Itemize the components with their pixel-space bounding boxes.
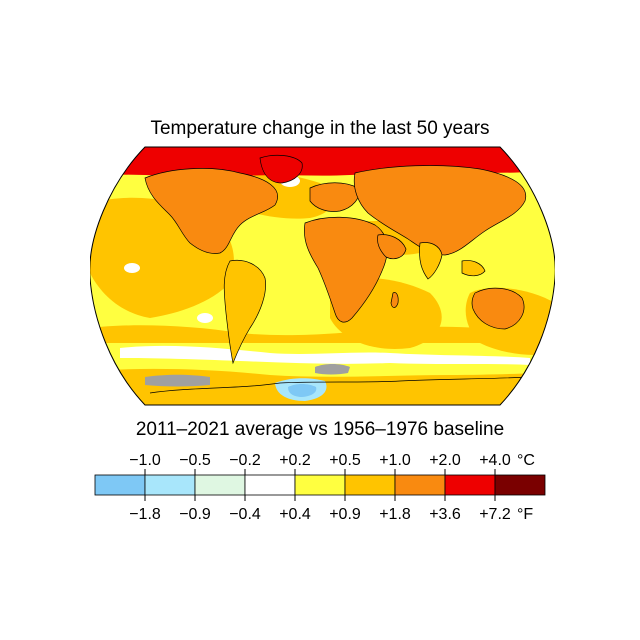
legend-fahrenheit-ticks: −1.8 −0.9 −0.4 +0.4 +0.9 +1.8 +3.6 +7.2 °F (129, 495, 533, 523)
neutral-patch-pacific (124, 263, 140, 273)
legend-fahrenheit-unit: °F (517, 506, 533, 523)
legend-fahrenheit-label: −0.4 (229, 506, 261, 523)
neutral-band (120, 345, 530, 365)
arabia-landmass (377, 234, 407, 260)
legend-bin (194, 474, 246, 496)
color-legend: −1.0 −0.5 −0.2 +0.2 +0.5 +1.0 +2.0 +4.0 °C −1.8−… (94, 452, 546, 523)
legend-fahrenheit-label: +1.8 (379, 506, 411, 523)
madagascar-landmass (390, 292, 399, 308)
india-landmass (419, 242, 443, 280)
legend-celsius-label: +2.0 (429, 452, 461, 469)
map-title: Temperature change in the last 50 years (150, 118, 490, 139)
legend-celsius-unit: °C (517, 452, 535, 469)
world-temperature-map (90, 146, 555, 406)
no-data-region-2 (315, 364, 350, 375)
south-america-landmass (223, 259, 266, 365)
map-frame (90, 146, 555, 406)
legend-fahrenheit-label: +7.2 (479, 506, 511, 523)
neutral-patch-south (197, 313, 213, 323)
southeast-asia-landmass (461, 260, 486, 277)
legend-fahrenheit-label: +3.6 (429, 506, 461, 523)
greenland-landmass (259, 154, 303, 184)
map-subtitle: 2011–2021 average vs 1956–1976 baseline (135, 419, 505, 440)
legend-bin (344, 474, 396, 496)
legend-color-bins (94, 474, 546, 496)
legend-bin (294, 474, 346, 496)
legend-celsius-label: +0.2 (279, 452, 311, 469)
legend-bin (394, 474, 446, 496)
legend-celsius-label: +1.0 (379, 452, 411, 469)
north-america-landmass (144, 168, 278, 254)
legend-celsius-ticks: −1.0 −0.5 −0.2 +0.2 +0.5 +1.0 +2.0 +4.0 °C (129, 452, 535, 475)
legend-fahrenheit-label: −0.9 (179, 506, 211, 523)
antarctica-outline (149, 376, 531, 394)
legend-bin (244, 474, 296, 496)
australia-landmass (471, 287, 525, 330)
legend-celsius-label: −0.2 (229, 452, 261, 469)
legend-bin (494, 474, 546, 496)
legend-celsius-label: −0.5 (179, 452, 211, 469)
asia-landmass (353, 165, 527, 256)
legend-bin (94, 474, 146, 496)
legend-fahrenheit-label: −1.8 (129, 506, 161, 523)
legend-celsius-label: +4.0 (479, 452, 511, 469)
europe-landmass (309, 182, 360, 212)
antarctic-cooling-2 (288, 384, 317, 397)
no-data-region-1 (145, 374, 210, 387)
legend-bin (144, 474, 196, 496)
legend-bin (444, 474, 496, 496)
continents (144, 154, 531, 394)
warming-region-6 (90, 325, 555, 343)
legend-celsius-label: +0.5 (329, 452, 361, 469)
legend-celsius-label: −1.0 (129, 452, 161, 469)
legend-fahrenheit-label: +0.4 (279, 506, 311, 523)
africa-landmass (304, 216, 388, 323)
legend-fahrenheit-label: +0.9 (329, 506, 361, 523)
